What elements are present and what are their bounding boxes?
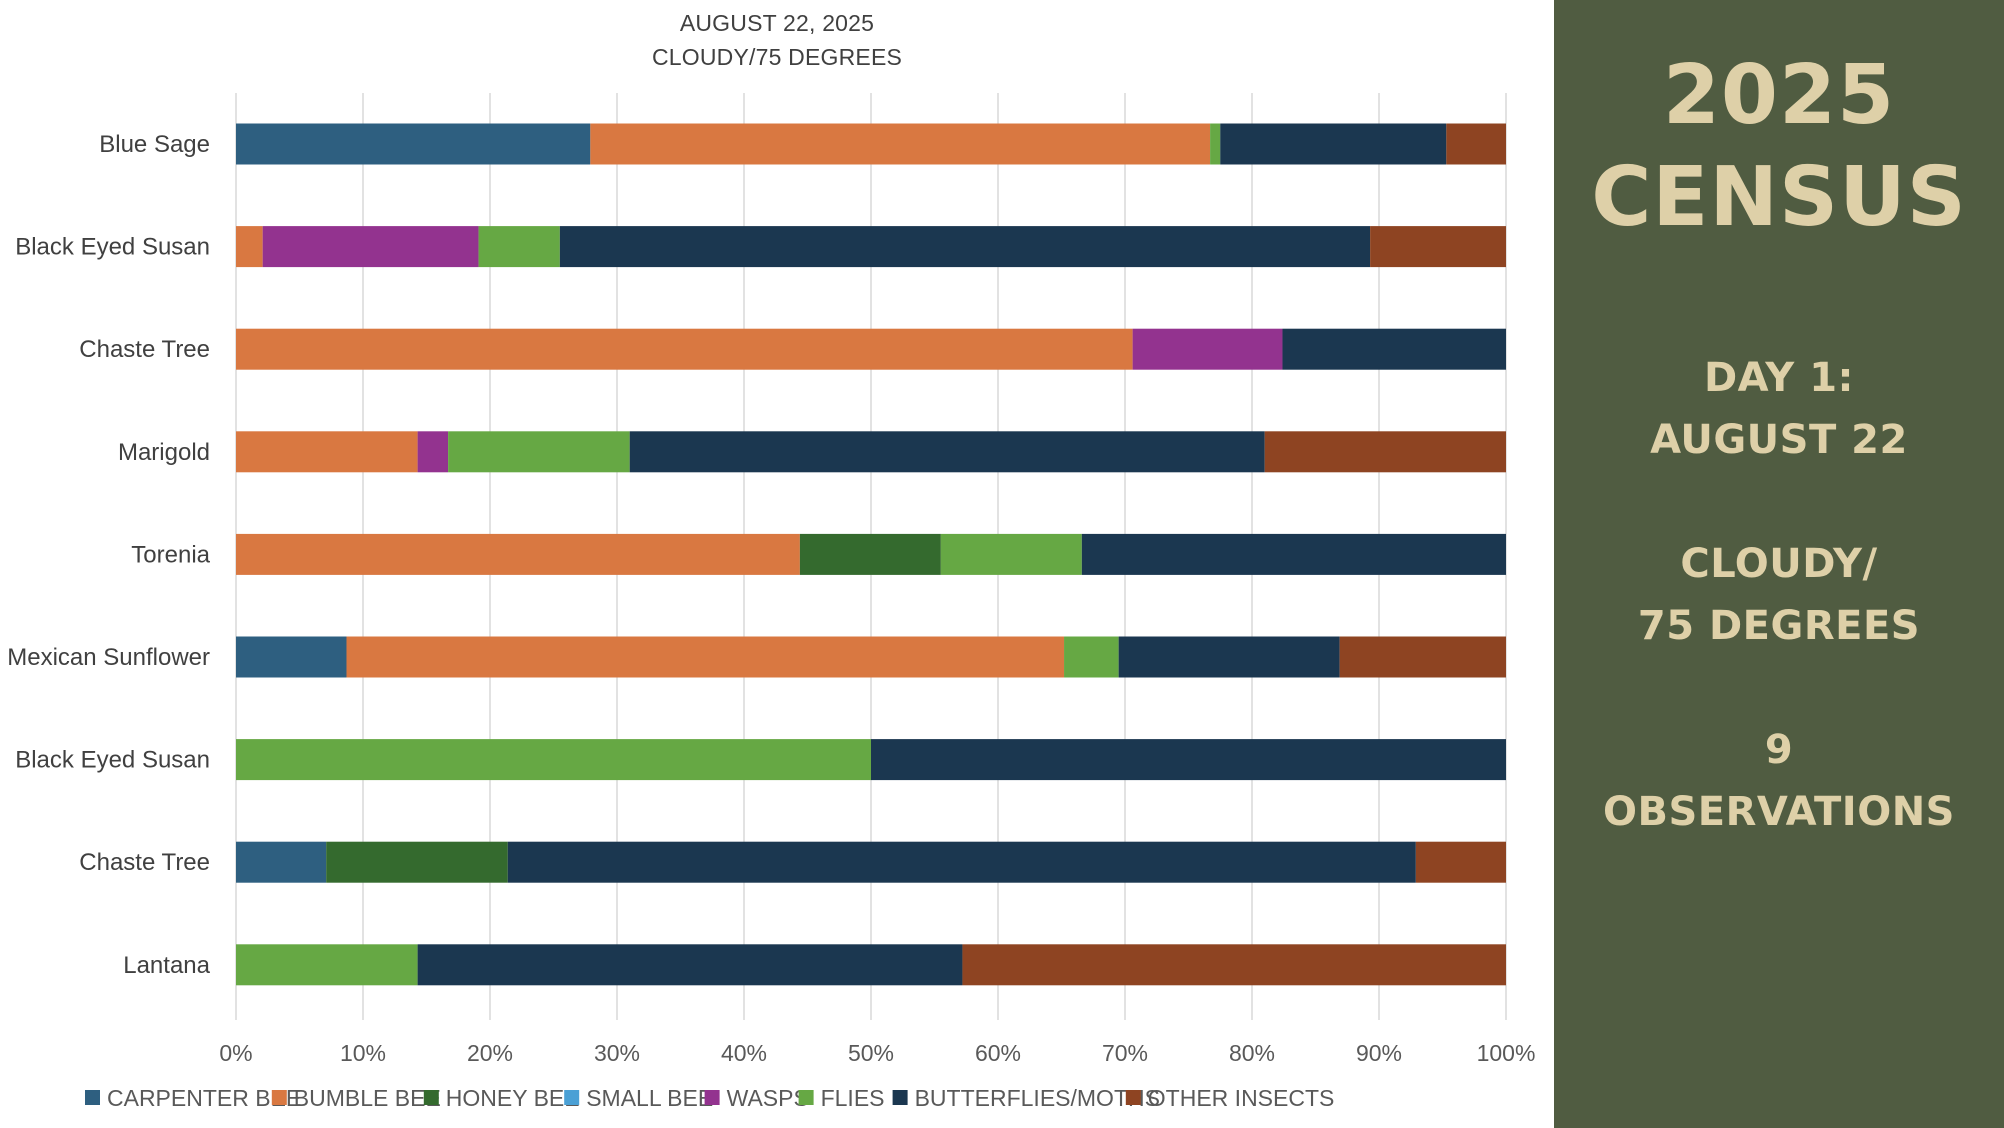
legend-label: HONEY BEE: [446, 1085, 580, 1111]
bar-segment: [1132, 328, 1283, 370]
category-label: Chaste Tree: [79, 336, 210, 363]
x-tick-label: 40%: [721, 1040, 767, 1066]
bar-segment: [1415, 841, 1506, 883]
census-panel: 2025 CENSUS DAY 1: AUGUST 22 CLOUDY/ 75 …: [1554, 0, 2004, 1128]
bar-segment: [326, 841, 508, 883]
bar-segment: [1220, 123, 1447, 165]
x-tick-label: 90%: [1356, 1040, 1402, 1066]
x-tick-label: 10%: [340, 1040, 386, 1066]
bar-segment: [1210, 123, 1221, 165]
chart-title-weather: CLOUDY/75 DEGREES: [651, 44, 903, 70]
bar-segment: [236, 944, 418, 986]
bar-segment: [940, 533, 1082, 575]
legend-label: BUTTERFLIES/MOTHS: [915, 1085, 1160, 1111]
x-tick-label: 50%: [848, 1040, 894, 1066]
legend-label: WASPS: [727, 1085, 809, 1111]
legend-swatch: [564, 1090, 580, 1105]
legend-label: BUMBLE BEE: [294, 1085, 441, 1111]
chart-title-date: AUGUST 22, 2025: [679, 10, 875, 36]
bar-segment: [559, 226, 1371, 268]
bar-segment: [1446, 123, 1506, 165]
bar-segment: [448, 431, 630, 473]
legend-swatch: [892, 1090, 908, 1105]
legend-label: CARPENTER BEE: [107, 1085, 301, 1111]
bar-segment: [236, 431, 418, 473]
bar-segment: [871, 739, 1506, 781]
bar-segment: [629, 431, 1265, 473]
bar-segment: [236, 226, 263, 268]
category-label: Black Eyed Susan: [15, 747, 210, 774]
legend-swatch: [271, 1090, 287, 1105]
legend-label: SMALL BEE: [586, 1085, 713, 1111]
bar-segment: [962, 944, 1506, 986]
bar-segment: [1064, 636, 1119, 678]
bar-segment: [236, 123, 591, 165]
x-tick-label: 0%: [219, 1040, 252, 1066]
bar-segment: [236, 328, 1133, 370]
legend-label: OTHER INSECTS: [1148, 1085, 1335, 1111]
bar-segment: [590, 123, 1211, 165]
panel-heading-year: 2025: [1662, 48, 1896, 143]
bar-segment: [478, 226, 560, 268]
bar-segment: [236, 533, 800, 575]
bar-segment: [417, 944, 963, 986]
bar-segment: [236, 636, 347, 678]
panel-heading-census: CENSUS: [1591, 150, 1967, 245]
bar-segment: [1118, 636, 1340, 678]
x-tick-label: 100%: [1477, 1040, 1536, 1066]
legend-label: FLIES: [821, 1085, 885, 1111]
x-tick-label: 60%: [975, 1040, 1021, 1066]
bar-segment: [1282, 328, 1506, 370]
panel-observation-count: 9: [1764, 727, 1794, 773]
category-label: Marigold: [118, 439, 210, 466]
legend-swatch: [1125, 1090, 1141, 1105]
category-label: Torenia: [131, 541, 210, 568]
x-tick-label: 80%: [1229, 1040, 1275, 1066]
bar-segment: [262, 226, 479, 268]
category-label: Lantana: [123, 952, 210, 979]
bar-segment: [799, 533, 941, 575]
bar-segment: [1370, 226, 1506, 268]
panel-weather: CLOUDY/: [1680, 541, 1878, 587]
legend-swatch: [85, 1090, 100, 1105]
bar-segment: [236, 841, 327, 883]
panel-observations-label: OBSERVATIONS: [1603, 789, 1955, 835]
bar-segment: [417, 431, 449, 473]
x-tick-label: 70%: [1102, 1040, 1148, 1066]
legend-swatch: [798, 1090, 814, 1105]
bar-segment: [346, 636, 1065, 678]
bar-segment: [236, 739, 871, 781]
bar-segment: [1264, 431, 1506, 473]
panel-temperature: 75 DEGREES: [1637, 603, 1921, 649]
chart-area: AUGUST 22, 2025 CLOUDY/75 DEGREES 0% 10% 2…: [7, 10, 1536, 1111]
bar-segment: [1339, 636, 1506, 678]
category-label: Blue Sage: [99, 131, 210, 158]
legend-swatch: [704, 1090, 720, 1105]
category-label: Black Eyed Susan: [15, 234, 210, 261]
x-tick-label: 30%: [594, 1040, 640, 1066]
legend-swatch: [423, 1090, 439, 1105]
category-label: Mexican Sunflower: [7, 644, 210, 671]
bar-segment: [507, 841, 1416, 883]
panel-day: DAY 1:: [1703, 355, 1855, 401]
panel-date: AUGUST 22: [1650, 417, 1908, 463]
stacked-bar-chart: 0% 10% 20% 30% 40% 50% 60% 70% 80% 90% 100% Blue Sa…: [7, 93, 1536, 1111]
x-tick-label: 20%: [467, 1040, 513, 1066]
bar-segment: [1081, 533, 1506, 575]
category-label: Chaste Tree: [79, 849, 210, 876]
